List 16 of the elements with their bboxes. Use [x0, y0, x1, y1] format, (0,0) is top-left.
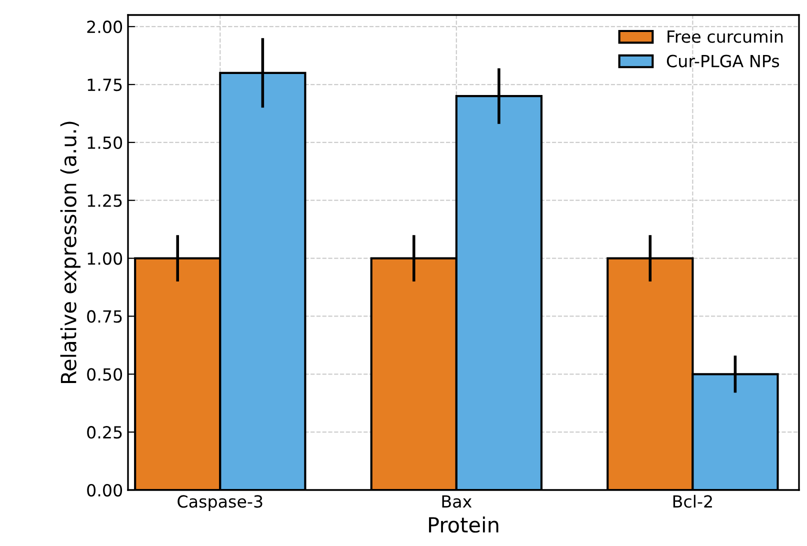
- y-tick-label: 0.50: [87, 368, 122, 381]
- y-tick-label: 0.25: [87, 426, 122, 439]
- x-tick-label: Caspase-3: [178, 495, 262, 511]
- y-axis-title: Relative expression (a.u.): [60, 122, 80, 384]
- legend-label: Cur-PLGA NPs: [666, 54, 780, 68]
- y-tick-label: 2.00: [87, 20, 122, 34]
- y-tick-label: 0.00: [87, 484, 122, 497]
- x-tick-label: Bcl-2: [673, 494, 712, 508]
- y-tick-label: 1.25: [88, 194, 122, 207]
- x-axis-title: Protein: [429, 516, 498, 533]
- y-tick-label: 1.00: [88, 252, 122, 265]
- y-tick-label: 0.75: [87, 310, 122, 323]
- y-tick-label: 1.75: [88, 78, 122, 92]
- legend-label: Free curcumin: [668, 30, 783, 43]
- y-tick-label: 1.50: [88, 136, 122, 150]
- x-tick-label: Bax: [442, 495, 472, 508]
